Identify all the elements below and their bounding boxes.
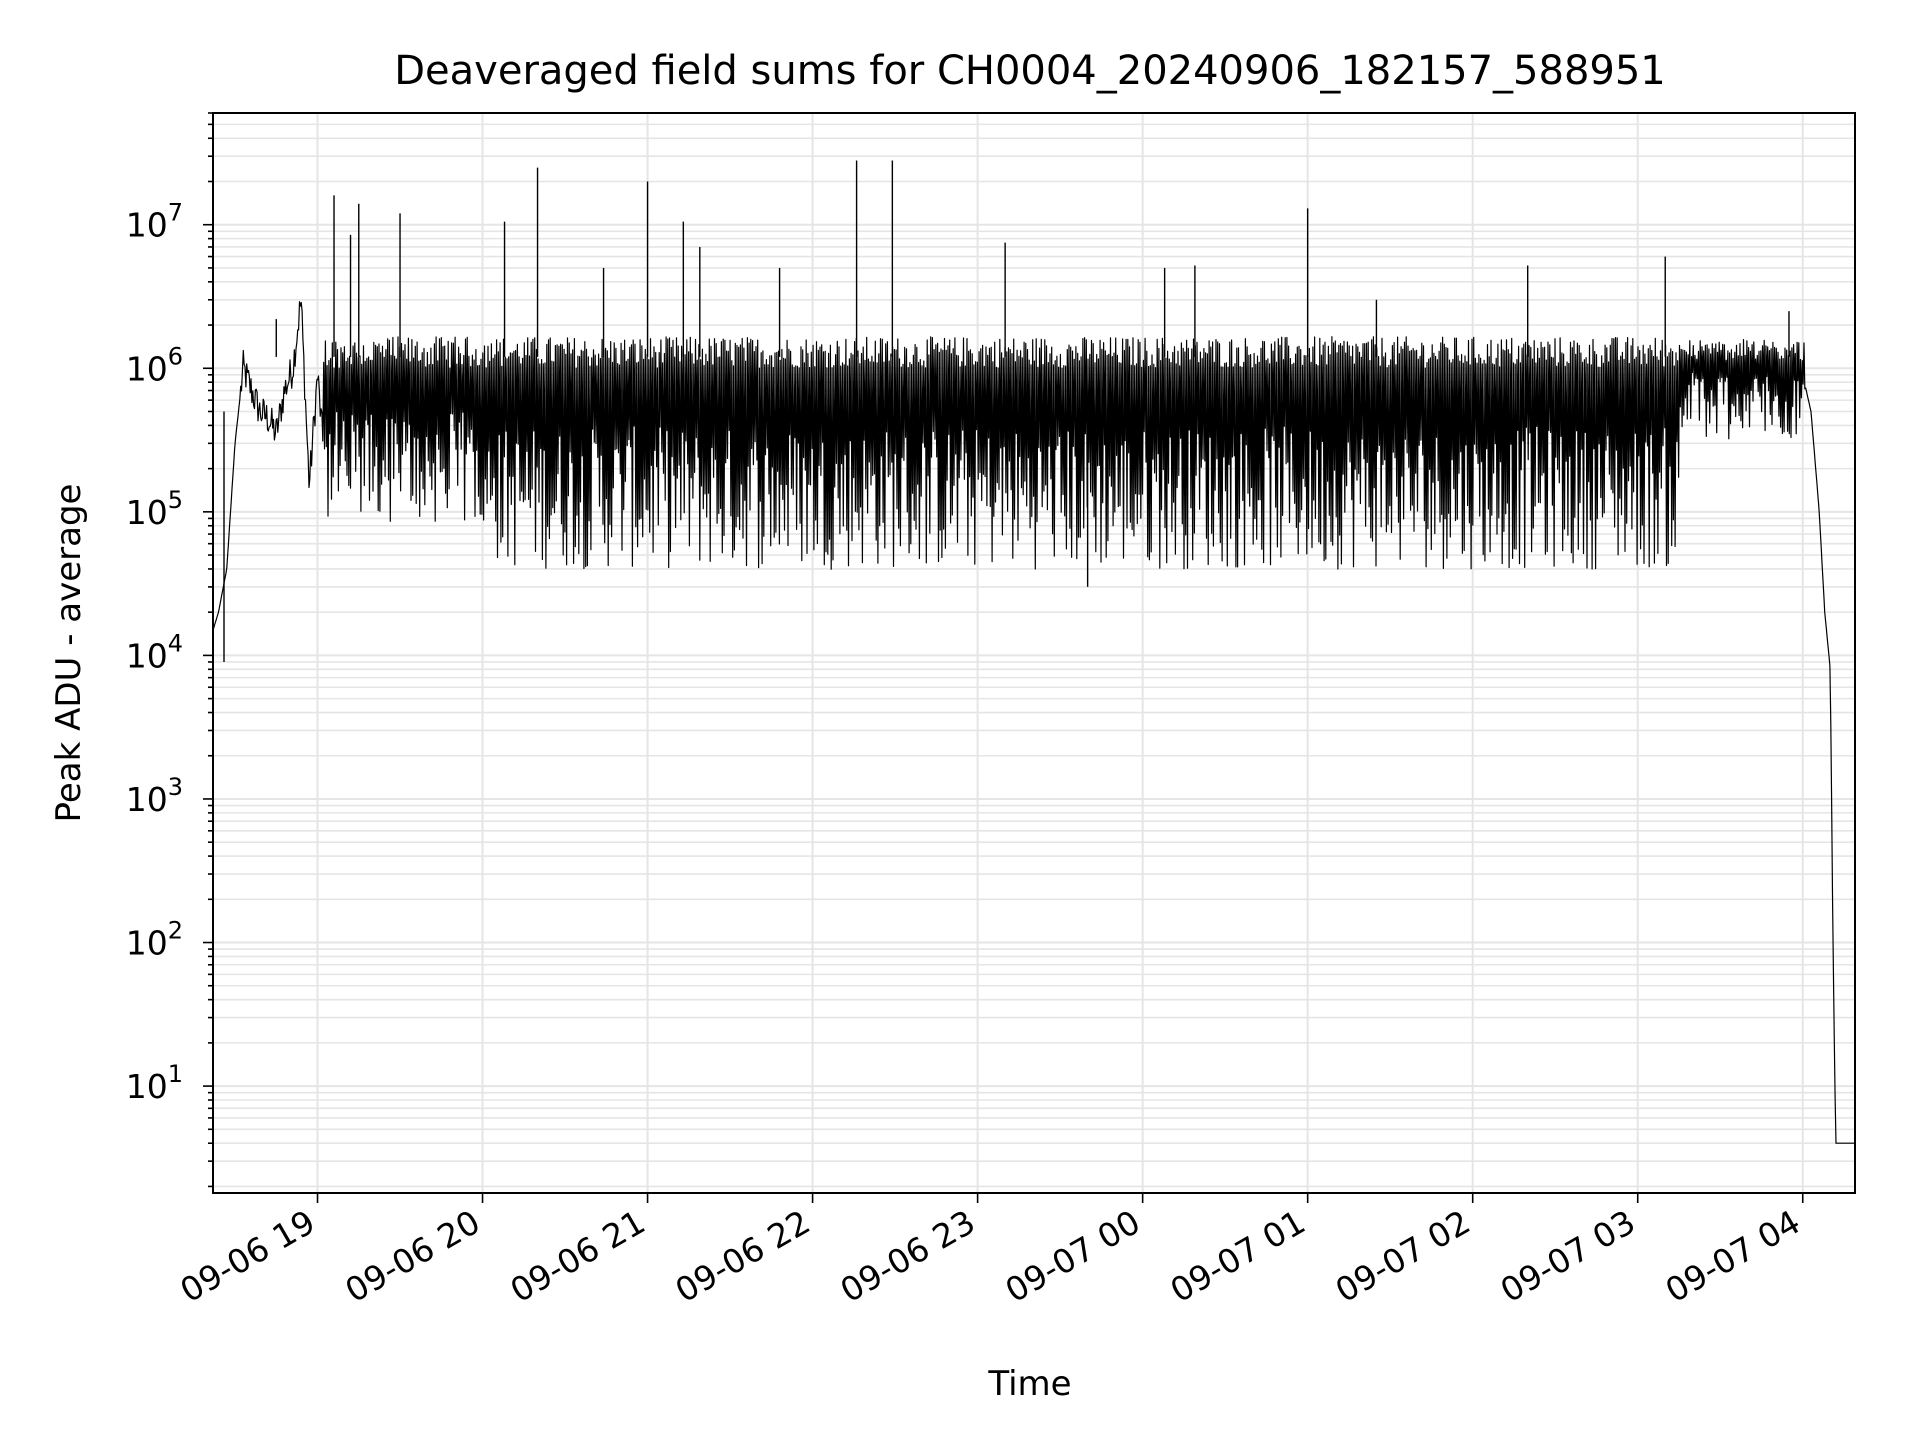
y-tick-exponent: 1	[168, 1060, 183, 1088]
y-tick-exponent: 5	[168, 486, 183, 514]
y-tick-base: 10	[126, 1067, 168, 1106]
chart-title: Deaveraged field sums for CH0004_2024090…	[394, 48, 1666, 94]
y-tick-exponent: 3	[168, 773, 183, 801]
y-tick-base: 10	[126, 349, 168, 388]
y-tick-base: 10	[126, 636, 168, 675]
y-tick-label: 106	[126, 342, 183, 388]
y-tick-exponent: 2	[168, 917, 183, 945]
y-tick-exponent: 6	[168, 342, 183, 370]
y-tick-label: 103	[126, 773, 183, 819]
data-series-line	[212, 301, 1855, 1144]
y-tick-base: 10	[126, 780, 168, 819]
y-tick-base: 10	[126, 924, 168, 963]
y-tick-label: 105	[126, 486, 183, 532]
y-tick-base: 10	[126, 493, 168, 532]
plot-frame	[212, 112, 1856, 1194]
y-tick-label: 107	[126, 199, 183, 245]
line-layer	[212, 160, 1855, 1144]
y-tick-label: 102	[126, 917, 183, 963]
y-axis-label: Peak ADU - average	[49, 484, 89, 823]
y-tick-label: 101	[126, 1060, 183, 1106]
y-tick-label: 104	[126, 629, 183, 675]
grid-layer	[213, 112, 1855, 1193]
y-tick-exponent: 7	[168, 199, 183, 227]
y-tick-base: 10	[126, 206, 168, 245]
x-axis-label: Time	[987, 1364, 1071, 1404]
y-tick-exponent: 4	[168, 629, 183, 657]
